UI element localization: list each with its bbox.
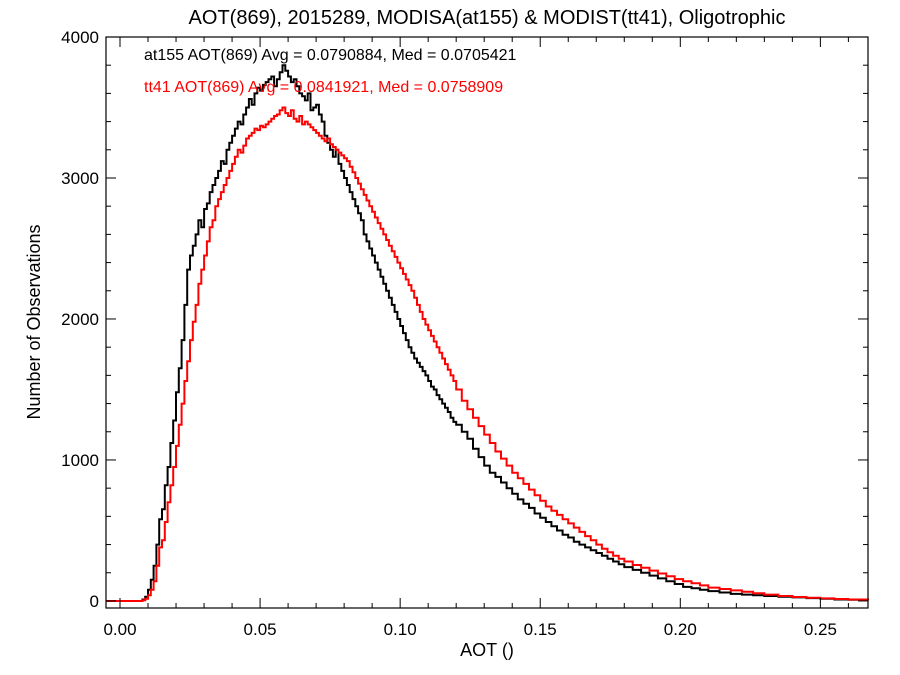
x-axis-ticks: 0.00 0.05 0.10 0.15 0.20 0.25 — [103, 37, 849, 639]
x-axis-label: AOT () — [460, 640, 514, 660]
x-tick-label: 0.05 — [244, 620, 277, 639]
x-tick-label: 0.20 — [664, 620, 697, 639]
y-tick-label: 4000 — [61, 28, 99, 47]
y-tick-label: 2000 — [61, 310, 99, 329]
plot-series — [106, 64, 869, 602]
y-tick-label: 1000 — [61, 451, 99, 470]
chart-title: AOT(869), 2015289, MODISA(at155) & MODIS… — [189, 7, 786, 29]
y-tick-label: 3000 — [61, 169, 99, 188]
y-tick-label: 0 — [90, 592, 99, 611]
series-line-at155 — [106, 64, 869, 602]
x-tick-label: 0.00 — [103, 620, 136, 639]
annotation-tt41-stats: tt41 AOT(869) Avg = 0.0841921, Med = 0.0… — [144, 79, 503, 96]
y-axis-label: Number of Observations — [24, 224, 44, 419]
x-tick-label: 0.15 — [524, 620, 557, 639]
plot-frame — [105, 36, 869, 609]
y-axis-ticks: 0 1000 2000 3000 4000 — [61, 28, 868, 611]
x-tick-label: 0.10 — [384, 620, 417, 639]
x-tick-label: 0.25 — [804, 620, 837, 639]
annotation-at155-stats: at155 AOT(869) Avg = 0.0790884, Med = 0.… — [144, 47, 517, 64]
series-line-tt41 — [106, 106, 869, 602]
